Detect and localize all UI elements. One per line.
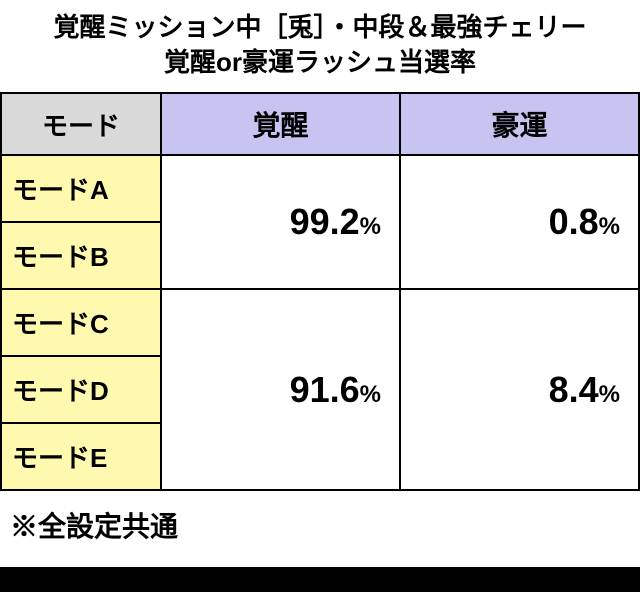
header-gouun: 豪運	[400, 93, 639, 155]
table-row: モードC 91.6% 8.4%	[1, 289, 639, 356]
mode-b: モードB	[1, 222, 161, 289]
value-gouun-cde: 8.4%	[400, 289, 639, 490]
percent-symbol: %	[360, 213, 381, 240]
header-kakusei: 覚醒	[161, 93, 400, 155]
percent-symbol: %	[599, 381, 620, 408]
value-kakusei-ab: 99.2%	[161, 155, 400, 289]
title-line-2: 覚醒or豪運ラッシュ当選率	[8, 45, 632, 80]
value-number: 8.4	[549, 369, 599, 410]
title: 覚醒ミッション中［兎］・中段＆最強チェリー 覚醒or豪運ラッシュ当選率	[0, 0, 640, 92]
mode-c: モードC	[1, 289, 161, 356]
value-kakusei-cde: 91.6%	[161, 289, 400, 490]
rate-table: モード 覚醒 豪運 モードA 99.2% 0.8% モードB モードC	[0, 92, 640, 491]
header-mode: モード	[1, 93, 161, 155]
table-container: 覚醒ミッション中［兎］・中段＆最強チェリー 覚醒or豪運ラッシュ当選率 モード …	[0, 0, 640, 567]
percent-symbol: %	[599, 213, 620, 240]
value-number: 0.8	[549, 201, 599, 242]
mode-d: モードD	[1, 356, 161, 423]
value-number: 99.2	[290, 201, 360, 242]
mode-a: モードA	[1, 155, 161, 222]
value-gouun-ab: 0.8%	[400, 155, 639, 289]
value-number: 91.6	[290, 369, 360, 410]
title-line-1: 覚醒ミッション中［兎］・中段＆最強チェリー	[8, 10, 632, 45]
footer-note: ※全設定共通	[0, 491, 640, 567]
mode-e: モードE	[1, 423, 161, 490]
header-row: モード 覚醒 豪運	[1, 93, 639, 155]
percent-symbol: %	[360, 381, 381, 408]
table-row: モードA 99.2% 0.8%	[1, 155, 639, 222]
